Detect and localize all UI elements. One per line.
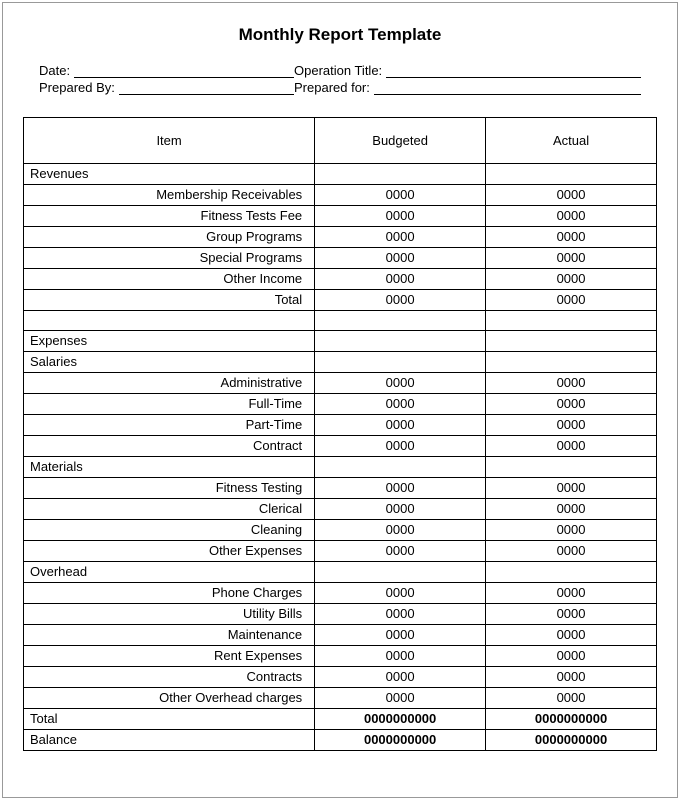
field-prepared-by: Prepared By: [39,80,294,95]
table-row: Other Overhead charges00000000 [24,688,657,709]
table-row: Total00000000 [24,290,657,311]
table-row: Group Programs00000000 [24,227,657,248]
total-label: Total [24,709,315,730]
table-row: Cleaning00000000 [24,520,657,541]
row-total: Total 0000000000 0000000000 [24,709,657,730]
col-item: Item [24,118,315,164]
label-prepared-for: Prepared for: [294,80,370,95]
section-materials: Materials [24,457,657,478]
table-row: Other Expenses00000000 [24,541,657,562]
label-date: Date: [39,63,70,78]
line-prepared-for[interactable] [374,81,641,95]
field-date: Date: [39,63,294,78]
meta-block: Date: Operation Title: Prepared By: Prep… [23,63,657,95]
section-label: Salaries [24,352,315,373]
table-row: Administrative00000000 [24,373,657,394]
table-row: Membership Receivables00000000 [24,185,657,206]
table-row: Other Income00000000 [24,269,657,290]
col-actual: Actual [486,118,657,164]
col-budgeted: Budgeted [315,118,486,164]
table-row: Rent Expenses00000000 [24,646,657,667]
field-prepared-for: Prepared for: [294,80,641,95]
table-header-row: Item Budgeted Actual [24,118,657,164]
section-label: Revenues [24,164,315,185]
line-operation-title[interactable] [386,64,641,78]
table-row: Fitness Tests Fee00000000 [24,206,657,227]
table-row: Clerical00000000 [24,499,657,520]
table-row: Contract00000000 [24,436,657,457]
report-title: Monthly Report Template [23,25,657,45]
section-label: Expenses [24,331,315,352]
line-prepared-by[interactable] [119,81,294,95]
section-revenues: Revenues [24,164,657,185]
table-row: Fitness Testing00000000 [24,478,657,499]
table-row: Contracts00000000 [24,667,657,688]
section-overhead: Overhead [24,562,657,583]
table-row: Part-Time00000000 [24,415,657,436]
table-row: Full-Time00000000 [24,394,657,415]
label-operation-title: Operation Title: [294,63,382,78]
report-table: Item Budgeted Actual Revenues Membership… [23,117,657,751]
section-label: Overhead [24,562,315,583]
table-row: Special Programs00000000 [24,248,657,269]
table-row: Maintenance00000000 [24,625,657,646]
report-page: Monthly Report Template Date: Operation … [2,2,678,798]
label-prepared-by: Prepared By: [39,80,115,95]
field-operation-title: Operation Title: [294,63,641,78]
section-salaries: Salaries [24,352,657,373]
balance-label: Balance [24,730,315,751]
table-row: Phone Charges00000000 [24,583,657,604]
line-date[interactable] [74,64,294,78]
row-balance: Balance 0000000000 0000000000 [24,730,657,751]
section-label: Materials [24,457,315,478]
blank-row [24,311,657,331]
table-row: Utility Bills00000000 [24,604,657,625]
section-expenses: Expenses [24,331,657,352]
